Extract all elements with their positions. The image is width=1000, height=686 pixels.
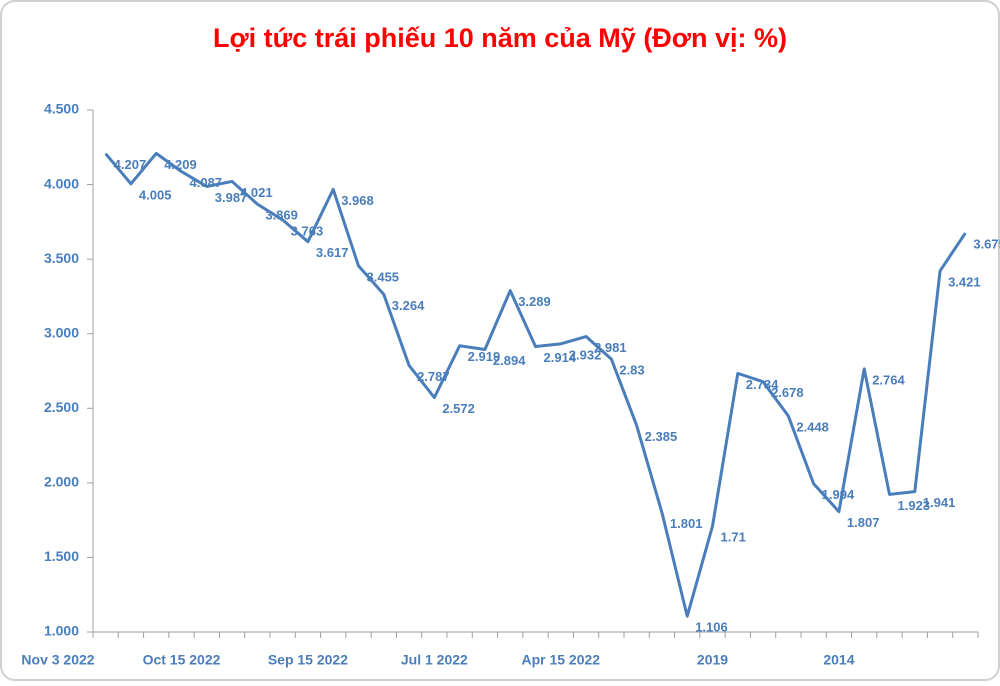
data-label: 1.923 xyxy=(898,498,931,513)
data-label: 2.919 xyxy=(468,349,501,364)
y-tick-label: 2.500 xyxy=(44,399,79,415)
data-label: 1.994 xyxy=(822,487,855,502)
data-label: 2.385 xyxy=(645,429,678,444)
data-label: 2.764 xyxy=(872,372,905,387)
y-tick-label: 1.000 xyxy=(44,623,79,639)
data-label: 1.71 xyxy=(721,530,746,545)
x-tick-label: 2019 xyxy=(697,652,728,668)
data-label: 2.734 xyxy=(746,377,779,392)
x-tick-label: 2014 xyxy=(823,652,854,668)
data-label: 3.617 xyxy=(316,245,349,260)
data-label: 2.448 xyxy=(796,419,829,434)
x-tick-label: Apr 15 2022 xyxy=(521,652,600,668)
data-label: 2.894 xyxy=(493,353,526,368)
data-label: 3.869 xyxy=(265,208,298,223)
data-label: 2.83 xyxy=(619,363,644,378)
x-tick-label: Jul 1 2022 xyxy=(401,652,468,668)
data-label: 1.941 xyxy=(923,495,956,510)
data-label: 1.807 xyxy=(847,515,880,530)
data-label: 3.264 xyxy=(392,298,425,313)
data-label: 4.209 xyxy=(164,157,197,172)
data-label: 2.787 xyxy=(417,369,450,384)
data-label: 3.675 xyxy=(973,236,1000,251)
y-tick-label: 2.000 xyxy=(44,474,79,490)
data-label: 2.981 xyxy=(594,340,627,355)
data-label: 3.968 xyxy=(341,193,374,208)
data-label: 2.932 xyxy=(569,347,602,362)
data-label: 4.087 xyxy=(190,175,223,190)
data-label: 3.455 xyxy=(367,269,400,284)
series-line xyxy=(104,151,967,618)
y-tick-label: 4.500 xyxy=(44,101,79,117)
data-label: 2.914 xyxy=(544,350,577,365)
data-label: 3.987 xyxy=(215,190,248,205)
chart-title: Lợi tức trái phiếu 10 năm của Mỹ (Đơn vị… xyxy=(213,23,787,53)
data-label: 4.207 xyxy=(114,157,147,172)
data-label: 4.005 xyxy=(139,187,172,202)
y-tick-label: 3.000 xyxy=(44,324,79,340)
data-label: 1.106 xyxy=(695,620,728,635)
data-label: 3.289 xyxy=(518,294,551,309)
data-label: 3.763 xyxy=(291,223,324,238)
y-tick-label: 4.000 xyxy=(44,175,79,191)
x-tick-label: Sep 15 2022 xyxy=(268,652,348,668)
data-label: 2.678 xyxy=(771,385,804,400)
data-label: 2.572 xyxy=(442,401,475,416)
data-label: 3.421 xyxy=(948,274,981,289)
x-tick-label: Nov 3 2022 xyxy=(21,652,94,668)
y-tick-label: 1.500 xyxy=(44,548,79,564)
x-tick-label: Oct 15 2022 xyxy=(143,652,221,668)
y-tick-label: 3.500 xyxy=(44,250,79,266)
data-label: 1.801 xyxy=(670,516,703,531)
data-label: 4.021 xyxy=(240,185,273,200)
